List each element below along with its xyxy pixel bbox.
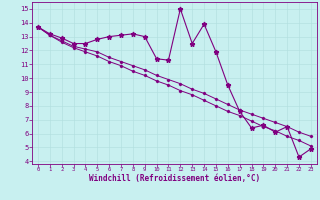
X-axis label: Windchill (Refroidissement éolien,°C): Windchill (Refroidissement éolien,°C) bbox=[89, 174, 260, 183]
